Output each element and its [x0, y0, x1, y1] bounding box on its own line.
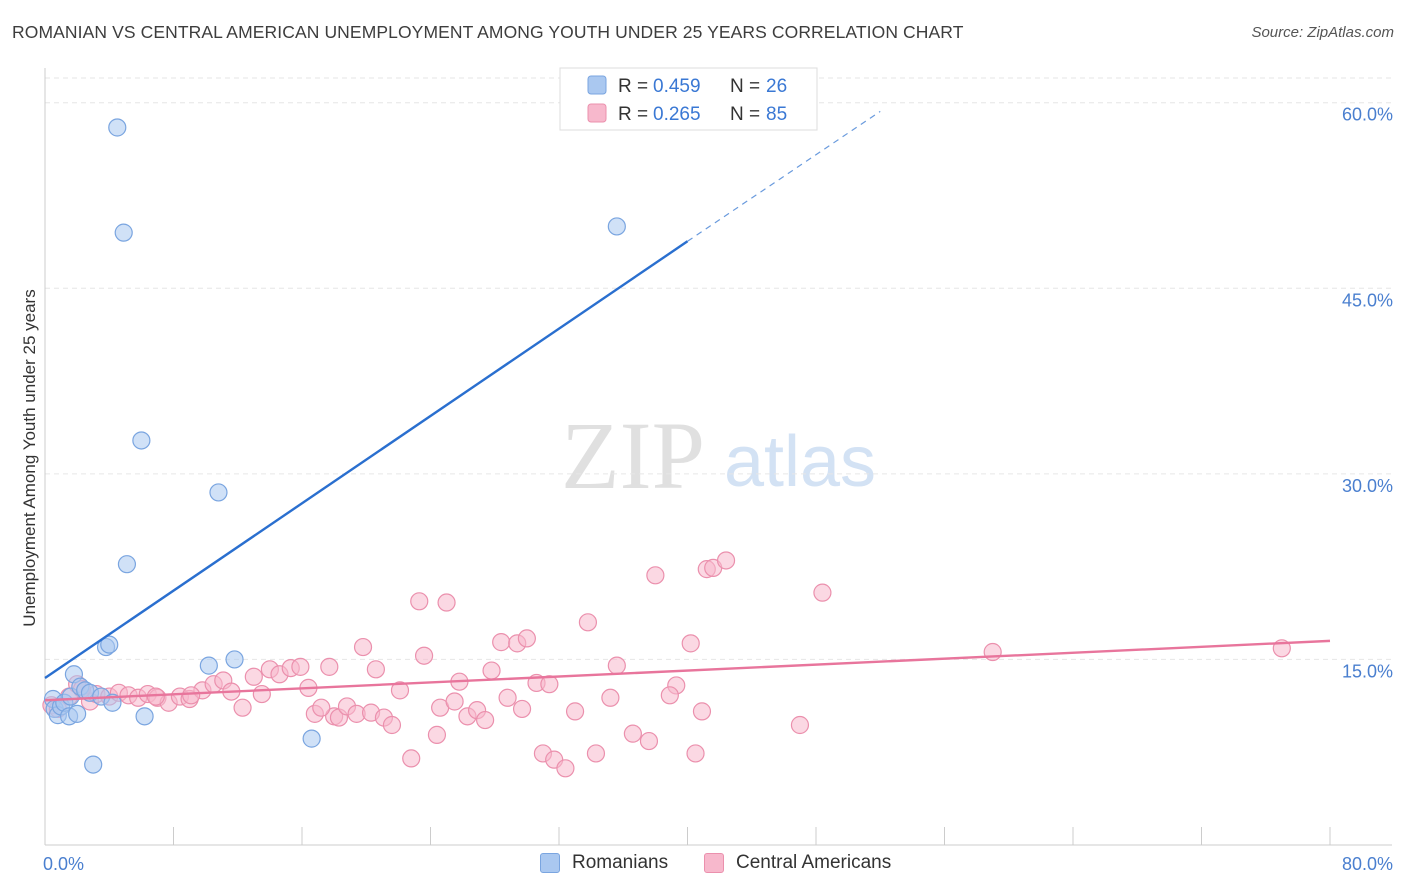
central-americans-point: [312, 698, 331, 717]
romanians-trend-extension: [687, 110, 881, 242]
central-americans-point: [498, 688, 517, 707]
romanians-point: [135, 707, 154, 726]
legend-r-value-2: 0.265: [653, 104, 701, 125]
central-americans-point: [601, 688, 620, 707]
central-americans-point: [402, 749, 421, 768]
central-americans-point: [512, 699, 532, 719]
central-americans-point: [540, 675, 559, 694]
central-americans-point: [366, 660, 385, 679]
romanians-swatch: [540, 853, 560, 873]
romanians-point: [199, 656, 218, 675]
x-tick-label: 0.0%: [43, 854, 84, 874]
romanians-point: [607, 217, 626, 236]
legend-n-label-2: N =: [730, 104, 760, 125]
central-americans-point: [517, 629, 536, 648]
central-americans-point: [445, 692, 464, 711]
y-tick-label: 60.0%: [1342, 105, 1393, 125]
axes: 15.0% 30.0% 45.0% 60.0% 0.0% 80.0%: [43, 68, 1393, 874]
central-americans-point: [476, 710, 495, 730]
central-americans-point: [492, 633, 511, 652]
central-americans-point: [813, 583, 832, 602]
central-americans-point: [482, 661, 501, 680]
central-americans-point: [790, 715, 810, 735]
central-americans-point: [291, 657, 310, 676]
central-americans-point: [410, 592, 429, 611]
legend-r-label-2: R =: [618, 104, 648, 125]
central-americans-point: [565, 702, 585, 721]
central-americans-point: [686, 744, 705, 763]
romanians-point: [302, 729, 321, 748]
central-americans-label: Central Americans: [736, 852, 892, 873]
bottom-legend-central-americans: Central Americans: [704, 852, 891, 874]
central-americans-point: [681, 634, 700, 653]
watermark: ZIP atlas: [561, 402, 876, 509]
central-americans-point: [578, 613, 598, 632]
central-americans-point: [233, 698, 252, 717]
legend-n-label-1: N =: [730, 76, 760, 97]
romanians-trend-line: [44, 240, 689, 679]
romanians-label: Romanians: [572, 852, 669, 873]
trend-lines: [44, 110, 1331, 702]
central-americans-point: [716, 551, 736, 570]
y-tick-label: 45.0%: [1342, 290, 1393, 310]
watermark-zip: ZIP: [561, 402, 705, 509]
legend: R = 0.459 N = 26 R = 0.265 N = 85: [559, 67, 818, 131]
legend-n-value-2: 85: [766, 104, 787, 125]
romanians-point: [114, 223, 133, 242]
central-americans-point: [983, 642, 1002, 662]
legend-r-label-1: R =: [618, 76, 648, 97]
central-americans-point: [382, 715, 402, 735]
central-americans-point: [586, 744, 606, 763]
central-americans-point: [692, 702, 712, 721]
romanians-point: [100, 635, 119, 654]
romanians-point: [68, 704, 87, 723]
central-americans-point: [427, 725, 447, 744]
legend-swatch-pink: [587, 103, 607, 123]
central-americans-swatch: [704, 853, 724, 873]
central-americans-point: [607, 656, 626, 675]
central-americans-trend-line: [44, 639, 1331, 702]
legend-swatch-blue: [587, 75, 607, 95]
central-americans-point: [660, 686, 679, 705]
central-americans-point: [437, 593, 456, 612]
chart-title: ROMANIAN VS CENTRAL AMERICAN UNEMPLOYMEN…: [12, 22, 964, 42]
watermark-atlas: atlas: [724, 422, 876, 502]
romanians-point: [108, 118, 127, 137]
y-tick-label: 15.0%: [1342, 661, 1393, 681]
x-tick-label: 80.0%: [1342, 854, 1393, 874]
central-americans-point: [639, 731, 659, 751]
central-americans-point: [646, 566, 665, 585]
central-americans-point: [390, 681, 410, 700]
source-label: Source: ZipAtlas.com: [1251, 24, 1394, 41]
central-americans-point: [353, 637, 373, 657]
central-americans-point: [320, 657, 339, 676]
legend-r-value-1: 0.459: [653, 76, 701, 97]
legend-n-value-1: 26: [766, 76, 787, 97]
romanians-point: [84, 755, 103, 774]
y-tick-label: 30.0%: [1342, 476, 1393, 496]
central-americans-point: [623, 724, 642, 743]
central-americans-point: [556, 759, 575, 778]
central-americans-point: [244, 667, 263, 686]
romanians-point: [132, 431, 151, 450]
central-americans-point: [414, 646, 434, 665]
romanians-point: [117, 555, 137, 574]
central-americans-point: [252, 684, 271, 704]
central-americans-point: [182, 686, 201, 705]
romanians-point: [209, 483, 228, 502]
bottom-legend-romanians: Romanians: [540, 852, 668, 874]
romanians-point: [225, 650, 244, 669]
